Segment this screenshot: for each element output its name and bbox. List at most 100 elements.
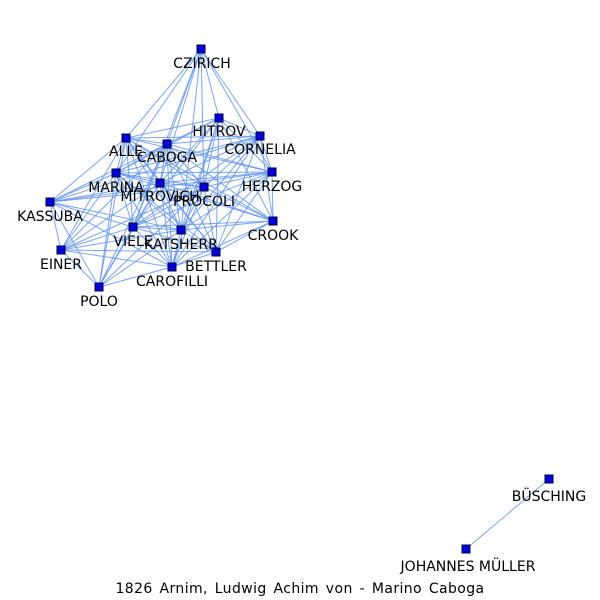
node-alle[interactable] [121, 133, 131, 143]
edge-viele-bettler [132, 226, 217, 253]
edge-hitrov-bettler [215, 117, 220, 253]
edge-katsherr-polo [98, 229, 182, 288]
node-procoli[interactable] [199, 182, 209, 192]
edge-procoli-crook [203, 186, 274, 222]
node-katsherr[interactable] [176, 225, 186, 235]
node-label-hitrov: HITROV [192, 124, 246, 140]
edge-hitrov-carofilli [171, 117, 220, 268]
node-label-herzog: HERZOG [242, 179, 303, 195]
edge-caboga-polo [98, 143, 168, 288]
edge-caboga-carofilli [166, 143, 173, 268]
node-label-busching: BÜSCHING [512, 487, 587, 505]
edge-bettler-einer [60, 249, 217, 253]
edge-alle-procoli [125, 137, 205, 188]
node-label-alle: ALLE [109, 144, 143, 160]
node-viele[interactable] [128, 222, 138, 232]
edge-crook-carofilli [171, 220, 274, 268]
node-label-einer: EINER [40, 257, 82, 273]
node-johannes-muller[interactable] [461, 544, 471, 554]
node-label-caboga: CABOGA [137, 150, 198, 166]
edge-czirich-hitrov [200, 48, 220, 119]
edge-hitrov-herzog [218, 117, 273, 173]
node-czirich[interactable] [196, 44, 206, 54]
edge-busching-johannes_muller [465, 478, 550, 550]
edge-alle-herzog [125, 137, 273, 173]
edge-alle-viele [125, 137, 134, 228]
edge-procoli-katsherr [180, 186, 205, 231]
edge-alle-marina [115, 137, 127, 174]
edge-caboga-marina [115, 143, 168, 174]
edge-katsherr-bettler [180, 229, 217, 253]
edge-cornelia-alle [125, 135, 261, 139]
node-bettler[interactable] [211, 247, 221, 257]
edge-procoli-bettler [203, 186, 217, 253]
edge-viele-carofilli [132, 226, 173, 268]
edge-cornelia-marina [115, 135, 261, 174]
edge-kassuba-einer [49, 201, 62, 251]
edge-mitrovich-einer [60, 182, 161, 251]
node-cornelia[interactable] [255, 131, 265, 141]
edge-czirich-alle [125, 48, 202, 139]
node-label-katsherr: KATSHERR [144, 237, 218, 253]
edge-procoli-kassuba [49, 186, 205, 203]
node-mitrovich[interactable] [155, 178, 165, 188]
edge-herzog-marina [115, 171, 273, 174]
edge-mitrovich-kassuba [49, 182, 161, 203]
node-label-czirich: CZIRICH [173, 56, 231, 72]
edge-crook-bettler [215, 220, 274, 253]
edge-cornelia-mitrovich [159, 135, 261, 184]
node-herzog[interactable] [267, 167, 277, 177]
node-label-kassuba: KASSUBA [17, 209, 83, 225]
edge-kassuba-viele [49, 201, 134, 228]
edge-einer-polo [60, 249, 100, 288]
edge-carofilli-polo [98, 266, 173, 288]
node-label-viele: VIELE [113, 234, 152, 250]
edge-katsherr-carofilli [171, 229, 182, 268]
edge-kassuba-polo [49, 201, 100, 288]
node-label-carofilli: CAROFILLI [136, 274, 208, 290]
node-caboga[interactable] [162, 139, 172, 149]
edge-caboga-viele [132, 143, 168, 228]
node-label-crook: CROOK [248, 228, 300, 244]
edge-alle-polo [98, 137, 127, 288]
edge-crook-katsherr [180, 220, 274, 231]
edge-kassuba-katsherr [49, 201, 182, 231]
edge-czirich-marina [115, 48, 202, 174]
node-marina[interactable] [111, 168, 121, 178]
node-layer [45, 44, 554, 554]
edge-layer [49, 48, 550, 550]
node-kassuba[interactable] [45, 197, 55, 207]
edge-caboga-einer [60, 143, 168, 251]
edge-procoli-polo [98, 186, 205, 288]
edge-cornelia-herzog [259, 135, 273, 173]
edge-mitrovich-procoli [159, 182, 205, 188]
edge-hitrov-alle [125, 117, 220, 139]
edge-marina-viele [115, 172, 134, 228]
node-crook[interactable] [268, 216, 278, 226]
edge-procoli-carofilli [171, 186, 205, 268]
edge-hitrov-crook [218, 117, 274, 222]
node-carofilli[interactable] [167, 262, 177, 272]
edge-cornelia-viele [132, 135, 261, 228]
edge-caboga-katsherr [166, 143, 182, 231]
edge-herzog-procoli [203, 171, 273, 188]
edge-herzog-crook [271, 171, 274, 222]
edge-caboga-procoli [166, 143, 205, 188]
edge-caboga-crook [166, 143, 274, 222]
edge-viele-katsherr [132, 226, 182, 231]
node-einer[interactable] [56, 245, 66, 255]
edge-crook-viele [132, 220, 274, 228]
edge-marina-kassuba [49, 172, 117, 203]
edge-caboga-kassuba [49, 143, 168, 203]
edge-herzog-mitrovich [159, 171, 273, 184]
edge-mitrovich-carofilli [159, 182, 173, 268]
edge-bettler-carofilli [171, 251, 217, 268]
node-busching[interactable] [544, 474, 554, 484]
edge-procoli-viele [132, 186, 205, 228]
edge-czirich-herzog [200, 48, 273, 173]
node-polo[interactable] [94, 282, 104, 292]
node-hitrov[interactable] [214, 113, 224, 123]
